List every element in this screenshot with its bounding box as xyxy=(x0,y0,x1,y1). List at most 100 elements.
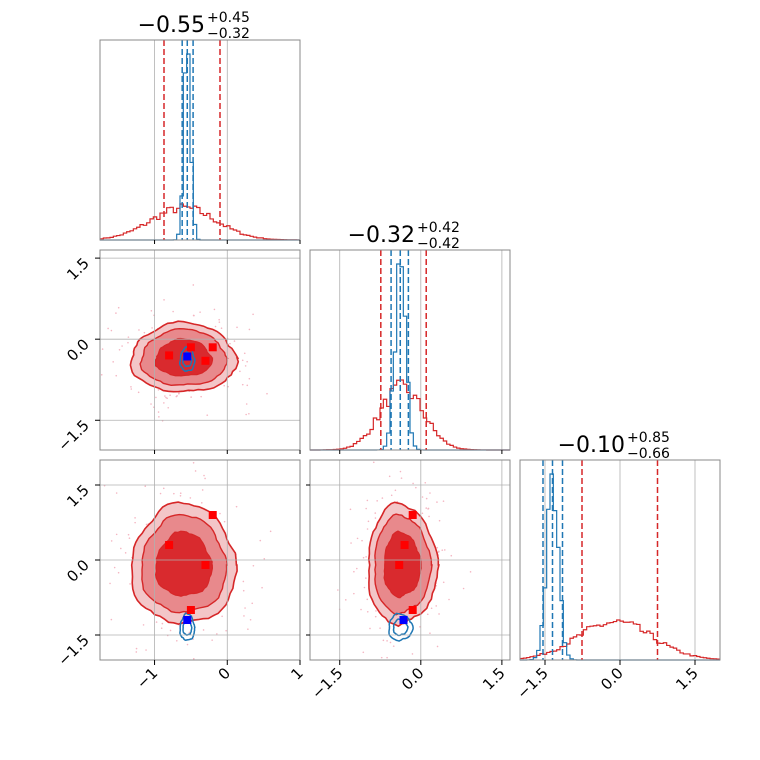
sample-point xyxy=(110,618,113,621)
sample-point xyxy=(173,492,175,495)
sample-point xyxy=(386,640,388,642)
sample-point xyxy=(261,586,263,589)
blue-square-marker xyxy=(183,616,192,624)
sample-point xyxy=(165,396,167,399)
sample-point xyxy=(337,589,339,591)
sample-point xyxy=(263,557,266,560)
sample-point xyxy=(162,487,165,490)
red-square-marker xyxy=(400,541,409,549)
sample-point xyxy=(115,312,117,314)
sample-point xyxy=(138,329,140,331)
sample-point xyxy=(129,583,131,585)
sample-point xyxy=(128,537,131,539)
sample-point xyxy=(438,550,440,553)
x-tick-label: 1 xyxy=(287,664,306,683)
red-square-marker xyxy=(165,351,174,360)
sample-point xyxy=(421,512,424,515)
sample-point xyxy=(366,611,369,613)
sample-point xyxy=(386,656,388,659)
panel-title-0: −0.55 +0.45−0.32 xyxy=(138,10,250,42)
sample-point xyxy=(374,517,377,519)
sample-point xyxy=(220,327,223,329)
sample-point xyxy=(436,645,439,648)
panel-frame xyxy=(309,249,511,451)
sample-point xyxy=(113,566,116,569)
sample-point xyxy=(100,374,103,376)
sample-point xyxy=(241,383,244,386)
sample-point xyxy=(190,396,192,398)
sample-point xyxy=(245,413,247,416)
sample-point xyxy=(442,581,445,584)
sample-point xyxy=(192,314,195,317)
sample-point xyxy=(415,486,417,489)
title-plus: +0.45 xyxy=(207,10,250,26)
sample-point xyxy=(218,318,220,321)
sample-point xyxy=(115,492,118,494)
x-tick-label: −1.5 xyxy=(308,664,346,702)
sample-point xyxy=(448,598,450,601)
red-square-marker xyxy=(201,356,210,365)
x-tick-label: −1.5 xyxy=(513,664,551,702)
sample-point xyxy=(363,586,366,589)
sample-point xyxy=(382,639,385,642)
sample-point xyxy=(142,624,145,626)
sample-point xyxy=(362,556,365,559)
y-tick-label: 0.0 xyxy=(63,335,93,365)
sample-point xyxy=(109,582,111,585)
sample-point xyxy=(245,403,248,405)
red-square-marker xyxy=(408,606,417,614)
red-square-marker xyxy=(165,541,174,549)
sample-point xyxy=(361,539,363,542)
sample-point xyxy=(186,643,189,646)
sample-point xyxy=(223,520,226,523)
sample-point xyxy=(390,494,393,497)
sample-point xyxy=(344,599,347,601)
sample-point xyxy=(118,349,121,351)
sample-point xyxy=(365,556,367,558)
sample-point xyxy=(135,647,138,650)
sample-point xyxy=(157,411,160,413)
sample-point xyxy=(249,618,252,621)
sample-point xyxy=(155,396,157,399)
sample-point xyxy=(115,533,118,536)
joint-panel-1-2 xyxy=(309,459,511,661)
sample-point xyxy=(169,394,171,397)
sample-point xyxy=(469,571,472,573)
sample-point xyxy=(206,414,209,416)
sample-point xyxy=(419,626,421,628)
sample-point xyxy=(145,523,148,526)
sample-point xyxy=(356,537,359,540)
sample-point xyxy=(216,633,218,635)
sample-point xyxy=(242,580,245,583)
sample-point xyxy=(424,481,427,484)
sample-point xyxy=(150,309,153,312)
sample-point xyxy=(166,397,168,400)
sample-point xyxy=(372,461,375,464)
sample-point xyxy=(389,641,392,644)
sample-point xyxy=(145,649,147,651)
sample-point xyxy=(392,645,395,647)
x-tick-label: 0 xyxy=(215,664,234,683)
sample-point xyxy=(252,313,254,316)
sample-point xyxy=(169,629,172,632)
sample-point xyxy=(462,587,465,590)
sample-point xyxy=(411,653,414,655)
sample-point xyxy=(110,329,113,332)
sample-point xyxy=(379,627,381,629)
panel-frame xyxy=(99,39,301,241)
sample-point xyxy=(115,374,118,377)
y-tick-label: 1.5 xyxy=(63,481,93,511)
sample-point xyxy=(211,639,213,641)
sample-point xyxy=(252,564,255,567)
marginal-panel-0 xyxy=(99,39,301,241)
sample-point xyxy=(269,530,272,533)
panel-title-2: −0.10 +0.85−0.66 xyxy=(558,430,670,462)
red-square-marker xyxy=(208,511,217,519)
sample-point xyxy=(369,627,371,630)
title-minus: −0.66 xyxy=(627,446,670,462)
red-histogram xyxy=(100,203,300,241)
sample-point xyxy=(130,388,133,390)
sample-point xyxy=(248,412,250,415)
sample-point xyxy=(221,615,223,618)
